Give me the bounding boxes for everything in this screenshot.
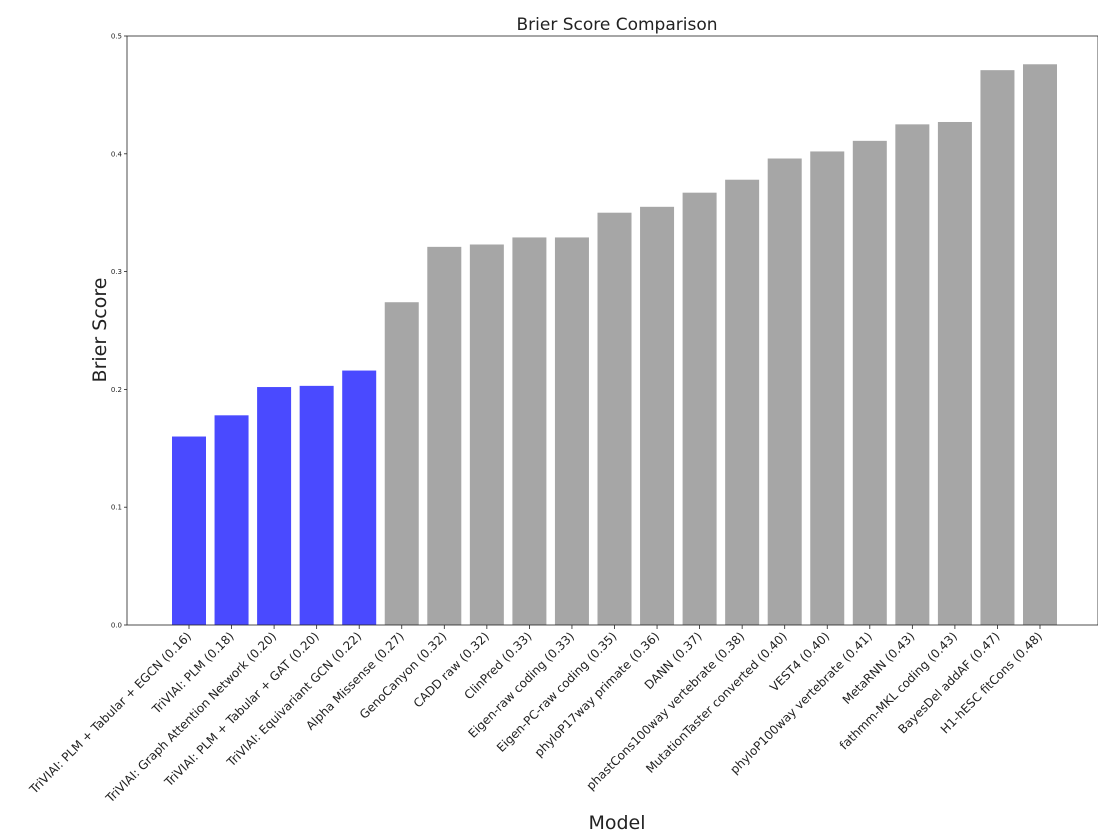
x-tick-label: TriVIAI: Graph Attention Network (0.20) [102, 629, 279, 806]
bar [384, 302, 419, 625]
bar [342, 370, 377, 625]
y-axis-title: Brier Score [89, 278, 111, 383]
bar [767, 158, 802, 625]
bar [810, 151, 845, 625]
bars-group [172, 64, 1057, 626]
x-axis-title: Model [588, 812, 645, 834]
y-tick-label: 0.5 [111, 33, 122, 41]
bar [725, 179, 760, 625]
x-tick-label: phastCons100way vertebrate (0.38) [584, 629, 748, 793]
bar [980, 70, 1015, 626]
bar [512, 237, 547, 626]
bar [937, 121, 972, 625]
y-tick-label: 0.2 [111, 386, 122, 394]
bar [299, 385, 334, 625]
bar [895, 124, 930, 625]
chart-title: Brier Score Comparison [516, 15, 717, 35]
bar [469, 244, 504, 626]
bar [597, 212, 632, 625]
bar [554, 237, 589, 626]
plot-frame [126, 35, 1098, 626]
bar [682, 192, 717, 625]
x-tick-label: CADD raw (0.32) [411, 629, 492, 710]
x-axis: TriVIAI: PLM + Tabular + EGCN (0.16)TriV… [26, 625, 1045, 806]
bar [852, 140, 887, 626]
y-tick-label: 0.3 [111, 268, 122, 276]
bar [172, 436, 206, 625]
bar [257, 387, 292, 625]
x-tick-label: MetaRNN (0.43) [840, 629, 918, 707]
y-tick-label: 0.4 [111, 150, 123, 158]
x-tick-label: TriVIAI: PLM + Tabular + GAT (0.20) [161, 629, 322, 790]
bar [1023, 64, 1057, 626]
bar [427, 246, 462, 625]
y-tick-label: 0.1 [111, 504, 122, 512]
plot-area: 0.0 0.1 0.2 0.3 0.4 0.5 TriVIAI: PLM + Tabula… [26, 33, 1098, 806]
y-axis: 0.0 0.1 0.2 0.3 0.4 0.5 [111, 33, 127, 630]
x-tick-label: TriVIAI: PLM (0.18) [149, 629, 237, 717]
bar [214, 415, 249, 625]
bar [640, 206, 675, 625]
y-tick-label: 0.0 [111, 622, 122, 630]
